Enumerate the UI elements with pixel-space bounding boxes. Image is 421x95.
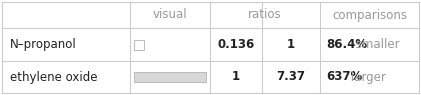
- Text: 7.37: 7.37: [277, 70, 306, 84]
- Text: smaller: smaller: [352, 38, 400, 51]
- Text: 86.4%: 86.4%: [326, 38, 367, 51]
- Bar: [134, 72, 206, 82]
- Text: 1: 1: [232, 70, 240, 84]
- Text: ratios: ratios: [248, 8, 282, 21]
- Text: visual: visual: [153, 8, 187, 21]
- Text: 637%: 637%: [326, 70, 362, 84]
- Text: N–propanol: N–propanol: [10, 38, 77, 51]
- Text: larger: larger: [347, 70, 386, 84]
- Bar: [134, 40, 144, 49]
- Text: 1: 1: [287, 38, 295, 51]
- Text: ethylene oxide: ethylene oxide: [10, 70, 98, 84]
- Text: 0.136: 0.136: [217, 38, 255, 51]
- Text: comparisons: comparisons: [332, 8, 407, 21]
